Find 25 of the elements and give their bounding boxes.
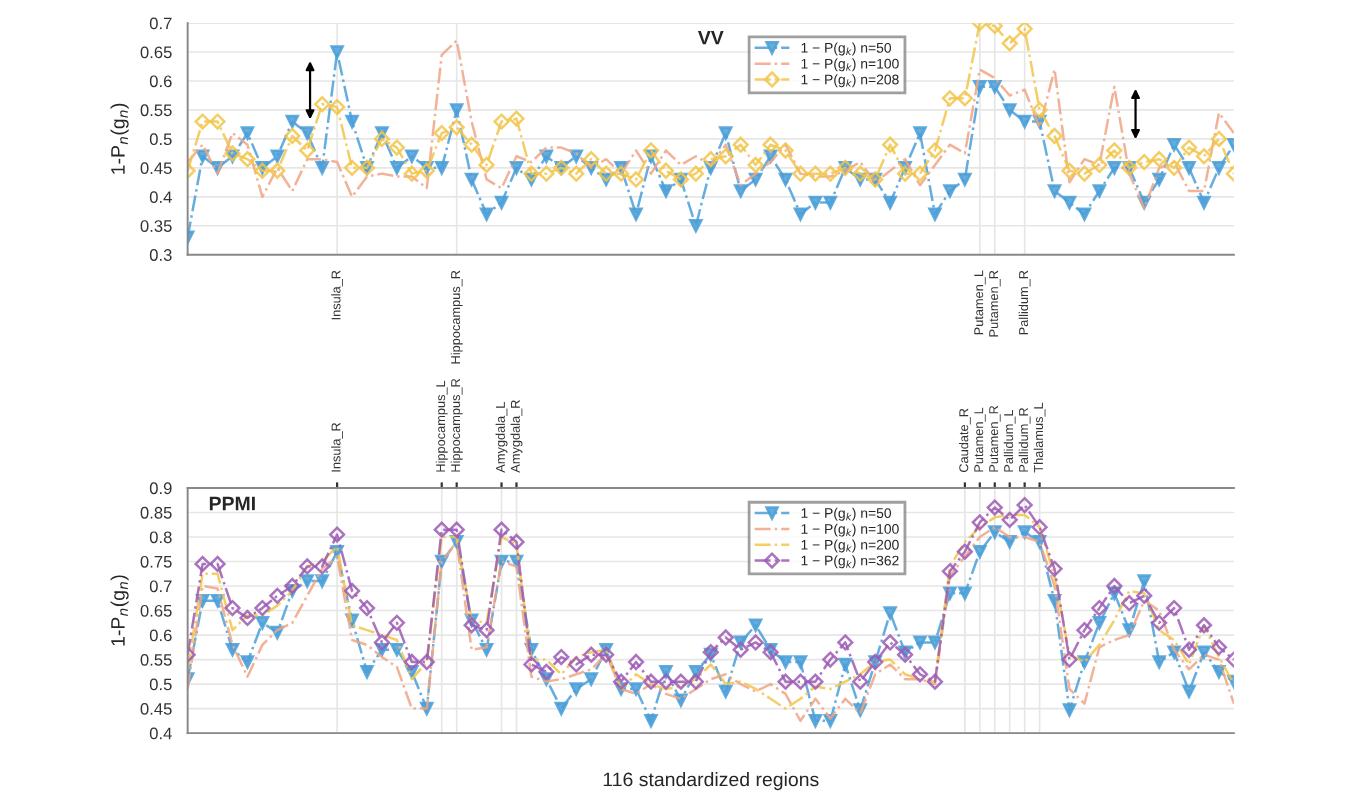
y-tick-label: 0.7 xyxy=(149,17,172,30)
y-tick-label: 0.5 xyxy=(149,678,172,691)
y-tick-label: 0.4 xyxy=(149,191,172,204)
y-tick-label: 0.55 xyxy=(140,653,172,666)
y-tick-label: 0.75 xyxy=(140,555,172,568)
y-tick-label: 0.9 xyxy=(149,482,172,495)
y-axis-title: 1-P$_{n}$(g$_{n}$) xyxy=(110,575,129,646)
y-axis-title: 1-P$_{n}$(g$_{n}$) xyxy=(110,103,129,174)
x-axis-title: 116 standardized regions xyxy=(603,772,819,791)
y-tick-label: 0.8 xyxy=(149,531,172,544)
y-tick-label: 0.85 xyxy=(140,506,172,519)
y-tick-label: 0.35 xyxy=(140,220,172,232)
y-tick-label: 0.6 xyxy=(149,629,172,642)
y-tick-label: 0.3 xyxy=(149,249,172,261)
y-tick-label: 0.6 xyxy=(149,75,172,88)
y-tick-label: 0.5 xyxy=(149,133,172,146)
y-tick-label: 0.4 xyxy=(149,727,172,740)
chart-title: VV xyxy=(697,30,724,45)
y-tick-label: 0.65 xyxy=(140,604,172,617)
y-tick-label: 0.7 xyxy=(149,580,172,593)
y-tick-label: 0.65 xyxy=(140,46,172,59)
y-tick-label: 0.45 xyxy=(140,703,172,715)
y-tick-label: 0.55 xyxy=(140,104,172,117)
chart-title: PPMI xyxy=(209,496,255,511)
y-tick-label: 0.45 xyxy=(140,162,172,175)
